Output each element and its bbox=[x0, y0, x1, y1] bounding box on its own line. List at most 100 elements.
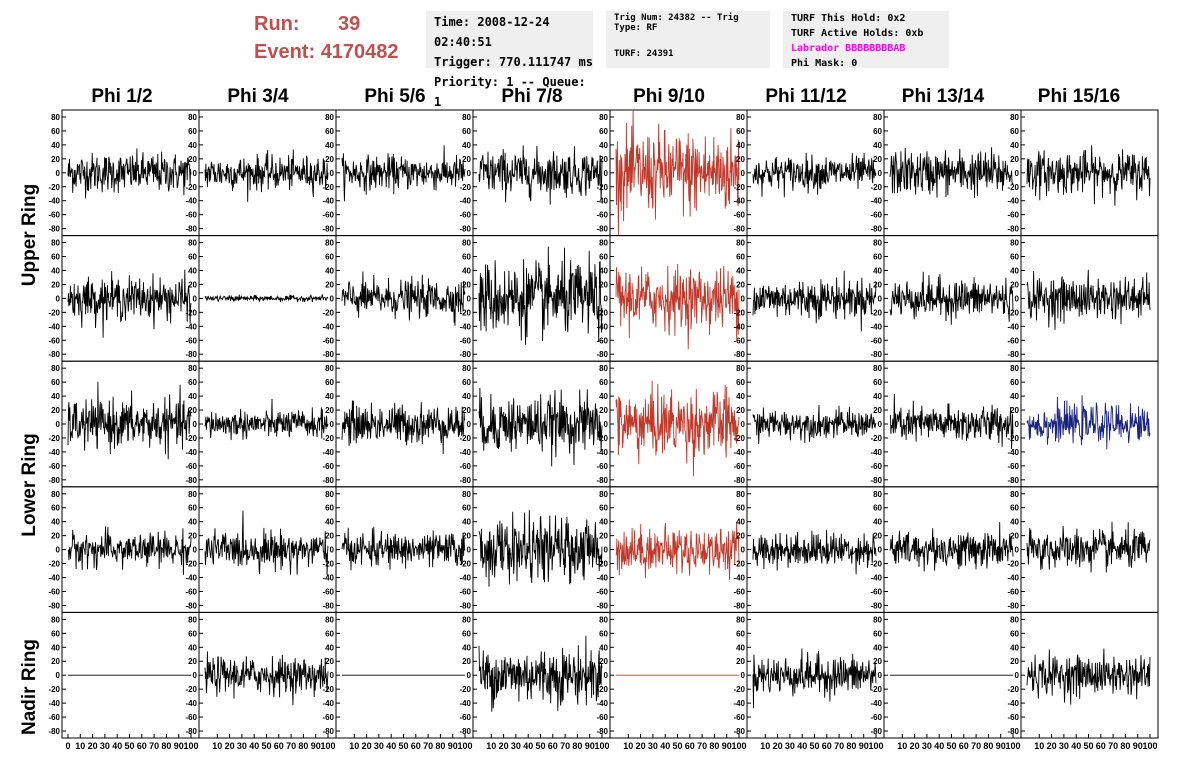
y-tick-label: 20 bbox=[325, 406, 334, 415]
y-tick-label: -20 bbox=[733, 434, 745, 443]
y-tick-label: 40 bbox=[873, 518, 882, 527]
y-tick-label: -20 bbox=[322, 308, 334, 317]
y-tick-label: 0 bbox=[741, 546, 746, 555]
x-tick-label: 80 bbox=[298, 741, 308, 751]
column-header-phi-1-2: Phi 1/2 bbox=[91, 86, 153, 107]
y-tick-label: 0 bbox=[193, 294, 198, 303]
y-tick-label: 20 bbox=[1010, 532, 1019, 541]
y-tick-label: 80 bbox=[462, 364, 471, 373]
x-tick-label: 10 bbox=[897, 741, 907, 751]
y-tick-label: 0 bbox=[878, 671, 883, 680]
column-header-phi-15-16: Phi 15/16 bbox=[1037, 86, 1121, 107]
x-tick-label: 50 bbox=[261, 741, 271, 751]
y-tick-label: -20 bbox=[459, 183, 471, 192]
y-tick-label: 0 bbox=[604, 671, 609, 680]
x-tick-label: 0 bbox=[65, 741, 70, 751]
waveform-trace-r2-c5 bbox=[752, 404, 877, 444]
turf-active-holds-text: TURF Active Holds: 0xb bbox=[791, 28, 924, 39]
y-tick-label: -20 bbox=[459, 560, 471, 569]
y-tick-label: -60 bbox=[322, 462, 334, 471]
x-tick-label: 70 bbox=[286, 741, 296, 751]
y-tick-label: -40 bbox=[185, 699, 197, 708]
y-tick-label: 80 bbox=[188, 490, 197, 499]
y-tick-label: 20 bbox=[188, 657, 197, 666]
y-tick-label: 0 bbox=[467, 169, 472, 178]
x-tick-label: 50 bbox=[809, 741, 819, 751]
y-tick-label: 80 bbox=[51, 490, 60, 499]
y-tick-label: 0 bbox=[604, 169, 609, 178]
x-tick-label: 80 bbox=[435, 741, 445, 751]
x-tick-label: 90 bbox=[585, 741, 595, 751]
y-tick-label: -60 bbox=[733, 713, 745, 722]
x-tick-label: 30 bbox=[511, 741, 521, 751]
waveform-trace-r2-c1 bbox=[204, 398, 329, 441]
y-tick-label: -20 bbox=[185, 308, 197, 317]
y-tick-label: 0 bbox=[330, 169, 335, 178]
waveform-trace-r0-c3 bbox=[478, 145, 603, 205]
y-tick-label: -40 bbox=[459, 699, 471, 708]
x-tick-label: 10 bbox=[349, 741, 359, 751]
y-tick-label: 40 bbox=[599, 392, 608, 401]
y-tick-label: -80 bbox=[48, 727, 60, 736]
y-tick-label: 60 bbox=[599, 127, 608, 136]
x-tick-label: 80 bbox=[983, 741, 993, 751]
x-tick-label: 100 bbox=[183, 741, 198, 751]
y-tick-label: -80 bbox=[48, 225, 60, 234]
y-tick-label: 80 bbox=[188, 113, 197, 122]
y-tick-label: -40 bbox=[459, 322, 471, 331]
column-header-phi-9-10: Phi 9/10 bbox=[633, 86, 705, 107]
waveform-trace-r3-c6 bbox=[889, 522, 1014, 572]
y-tick-label: 40 bbox=[873, 643, 882, 652]
y-tick-label: -40 bbox=[459, 574, 471, 583]
y-tick-label: 80 bbox=[873, 490, 882, 499]
run-label: Run: bbox=[254, 13, 300, 35]
y-tick-label: -60 bbox=[870, 462, 882, 471]
y-tick-label: -80 bbox=[459, 225, 471, 234]
y-tick-label: 80 bbox=[325, 113, 334, 122]
y-tick-label: 40 bbox=[325, 392, 334, 401]
x-tick-label: 60 bbox=[685, 741, 695, 751]
y-tick-label: -80 bbox=[185, 601, 197, 610]
x-tick-label: 10 bbox=[75, 741, 85, 751]
waveform-trace-r2-c0 bbox=[67, 381, 192, 460]
x-tick-label: 90 bbox=[722, 741, 732, 751]
y-tick-label: -40 bbox=[733, 197, 745, 206]
y-tick-label: -20 bbox=[185, 434, 197, 443]
x-tick-label: 80 bbox=[709, 741, 719, 751]
event-label: Event: bbox=[254, 41, 316, 63]
x-tick-label: 60 bbox=[1096, 741, 1106, 751]
y-tick-label: 0 bbox=[1015, 169, 1020, 178]
y-tick-label: -60 bbox=[596, 462, 608, 471]
x-tick-label: 50 bbox=[535, 741, 545, 751]
waveform-trace-r2-c2 bbox=[341, 400, 466, 455]
x-tick-label: 70 bbox=[423, 741, 433, 751]
y-tick-label: 20 bbox=[51, 155, 60, 164]
y-tick-label: -60 bbox=[733, 462, 745, 471]
y-tick-label: 80 bbox=[462, 239, 471, 248]
y-tick-label: -40 bbox=[185, 322, 197, 331]
run-info: Run: 39 Event: 4170482 bbox=[254, 10, 399, 66]
turf-text: TURF: 24391 bbox=[614, 49, 674, 59]
waveform-trace-r1-c7 bbox=[1026, 269, 1151, 330]
y-tick-label: 0 bbox=[467, 546, 472, 555]
y-tick-label: -20 bbox=[596, 560, 608, 569]
x-tick-label: 50 bbox=[946, 741, 956, 751]
y-tick-label: 80 bbox=[51, 615, 60, 624]
x-tick-label: 70 bbox=[560, 741, 570, 751]
y-tick-label: 60 bbox=[188, 253, 197, 262]
waveform-trace-r2-c3 bbox=[478, 387, 603, 467]
y-tick-label: 20 bbox=[599, 280, 608, 289]
y-tick-label: 80 bbox=[1010, 615, 1019, 624]
y-tick-label: 60 bbox=[51, 629, 60, 638]
y-tick-label: -60 bbox=[48, 336, 60, 345]
y-tick-label: -80 bbox=[870, 350, 882, 359]
x-tick-label: 10 bbox=[486, 741, 496, 751]
y-tick-label: 80 bbox=[736, 364, 745, 373]
y-tick-label: -40 bbox=[48, 322, 60, 331]
y-tick-label: 60 bbox=[188, 504, 197, 513]
y-tick-label: 80 bbox=[462, 113, 471, 122]
y-tick-label: 80 bbox=[1010, 113, 1019, 122]
y-tick-label: 20 bbox=[873, 280, 882, 289]
y-tick-label: -80 bbox=[1007, 727, 1019, 736]
y-tick-label: -40 bbox=[48, 197, 60, 206]
